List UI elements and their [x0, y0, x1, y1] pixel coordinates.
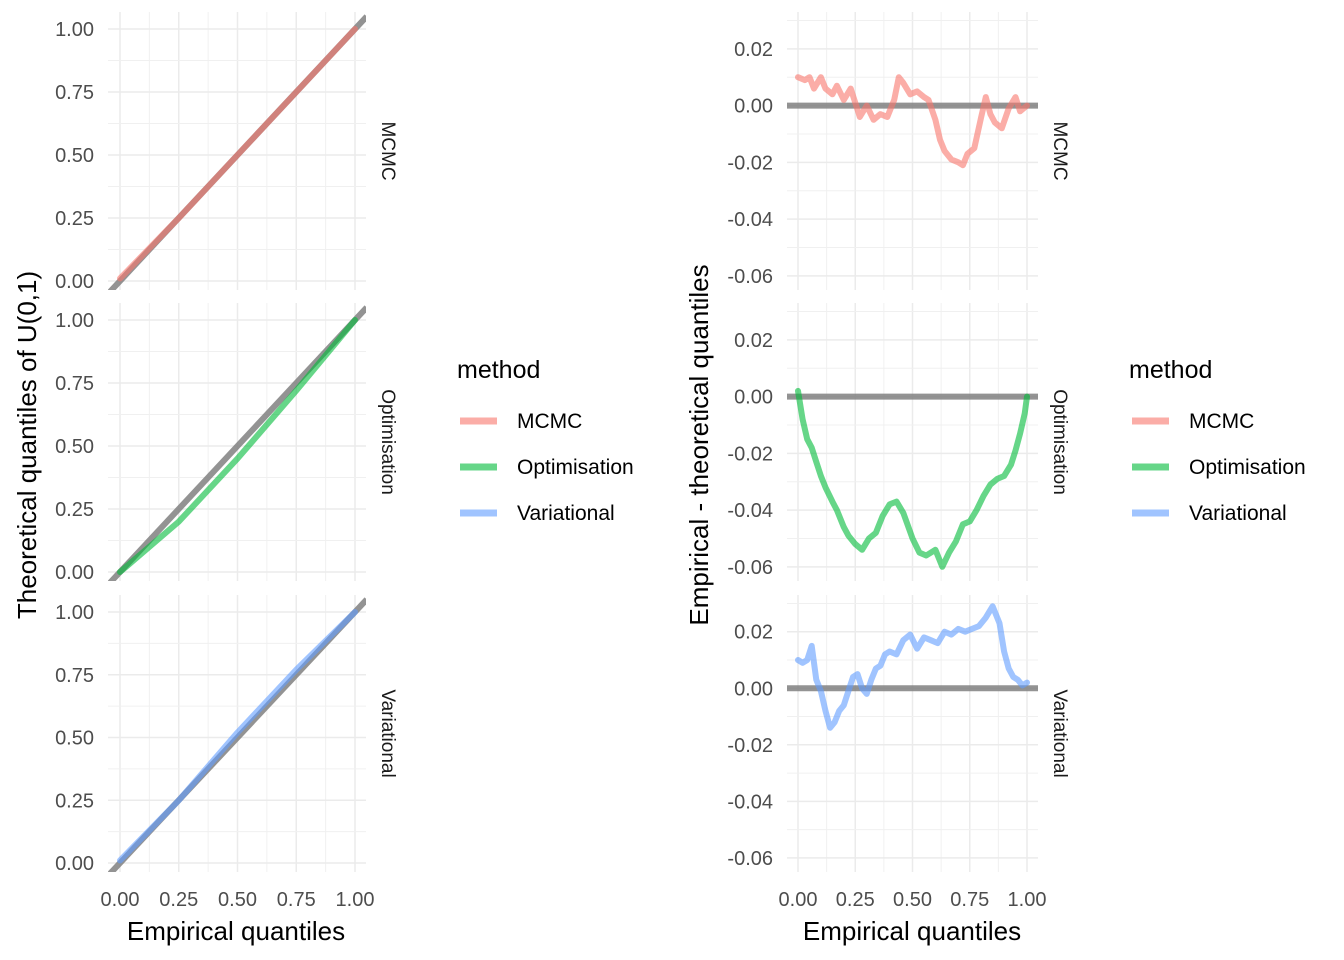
left-qq-plot: 0.00 0.25 0.50 0.75 1.00 MCMC 0.00 0.25 0.50 0.75…: [55, 12, 398, 911]
y-tick-label: 1.00: [55, 19, 94, 41]
right-panel-variational: -0.06 -0.04 -0.02 0.00 0.02 Variational 0.00 0.…: [727, 595, 1070, 911]
y-tick-label: 0.50: [55, 728, 94, 750]
series-line-variational: [795, 603, 1030, 731]
series-line-mcmc: [117, 26, 358, 282]
facet-strip-label-optimisation: Optimisation: [1049, 389, 1070, 495]
y-tick-label: -0.06: [727, 557, 773, 579]
y-tick-label: 0.02: [734, 330, 773, 352]
y-tick-label: 0.50: [55, 145, 94, 167]
left-grid-variational: [108, 595, 366, 872]
left-legend: method MCMC Optimisation Variational: [457, 356, 634, 525]
y-tick-label: -0.04: [727, 500, 773, 522]
series-line-optimisation: [795, 387, 1030, 570]
right-panel-optimisation: -0.06 -0.04 -0.02 0.00 0.02 Optimisation: [727, 303, 1070, 581]
left-grid-optimisation: [108, 303, 366, 581]
facet-strip-label-variational: Variational: [1049, 689, 1070, 777]
y-tick-label: 0.75: [55, 82, 94, 104]
y-tick-label: 0.75: [55, 665, 94, 687]
y-tick-label: 0.00: [55, 271, 94, 293]
y-tick-label: 0.00: [55, 562, 94, 584]
right-panel-mcmc: -0.06 -0.04 -0.02 0.00 0.02 MCMC: [727, 12, 1070, 290]
y-tick-label: 0.00: [734, 96, 773, 118]
y-tick-label: 0.00: [734, 678, 773, 700]
y-tick-label: 0.25: [55, 790, 94, 812]
left-legend-label-mcmc: MCMC: [517, 410, 582, 433]
left-legend-label-optimisation: Optimisation: [517, 456, 634, 479]
right-legend-title: method: [1129, 356, 1212, 384]
y-tick-label: -0.06: [727, 848, 773, 870]
y-tick-label: 0.02: [734, 39, 773, 61]
right-grid-mcmc: [787, 12, 1038, 290]
facet-strip-label-optimisation: Optimisation: [377, 389, 398, 495]
left-panel-variational: 0.00 0.25 0.50 0.75 1.00 Variational 0.00 0.25 0…: [55, 595, 398, 911]
y-tick-label: 0.25: [55, 208, 94, 230]
left-legend-label-variational: Variational: [517, 502, 615, 525]
x-tick-label: 1.00: [1008, 889, 1047, 911]
x-tick-label: 0.00: [101, 889, 140, 911]
y-tick-label: -0.02: [727, 735, 773, 757]
right-legend-label-optimisation: Optimisation: [1189, 456, 1306, 479]
right-legend-label-variational: Variational: [1189, 502, 1287, 525]
series-line-variational: [117, 609, 358, 864]
facet-strip-label-variational: Variational: [377, 689, 398, 777]
right-x-axis-label: Empirical quantiles: [803, 916, 1021, 946]
x-tick-label: 0.25: [836, 889, 875, 911]
x-tick-label: 0.50: [893, 889, 932, 911]
series-line-mcmc: [795, 74, 1030, 169]
right-legend: method MCMC Optimisation Variational: [1129, 356, 1306, 525]
left-legend-title: method: [457, 356, 540, 384]
facet-strip-label-mcmc: MCMC: [1049, 121, 1070, 180]
y-tick-label: 0.50: [55, 436, 94, 458]
x-tick-label: 0.00: [779, 889, 818, 911]
left-grid-mcmc: [108, 12, 366, 290]
right-difference-plot: -0.06-0.04-0.020.000.02MCMC-0.06-0.04-0.…: [727, 12, 1070, 911]
y-tick-label: 0.02: [734, 622, 773, 644]
right-legend-label-mcmc: MCMC: [1189, 410, 1254, 433]
left-y-axis-label: Theoretical quantiles of U(0,1): [12, 271, 42, 619]
x-tick-label: 0.25: [159, 889, 198, 911]
y-tick-label: -0.04: [727, 209, 773, 231]
x-tick-label: 1.00: [336, 889, 375, 911]
y-tick-label: 0.75: [55, 373, 94, 395]
y-tick-label: 0.00: [734, 387, 773, 409]
y-tick-label: -0.06: [727, 266, 773, 288]
x-tick-label: 0.75: [277, 889, 316, 911]
y-tick-label: -0.02: [727, 152, 773, 174]
x-tick-label: 0.50: [218, 889, 257, 911]
facet-strip-label-mcmc: MCMC: [377, 121, 398, 180]
y-tick-label: -0.04: [727, 791, 773, 813]
y-tick-label: 1.00: [55, 310, 94, 332]
y-tick-label: -0.02: [727, 443, 773, 465]
right-y-axis-label: Empirical - theoretical quantiles: [684, 264, 714, 625]
series-line-optimisation: [117, 317, 358, 575]
left-x-axis-label: Empirical quantiles: [127, 916, 345, 946]
y-tick-label: 0.00: [55, 853, 94, 875]
left-panel-optimisation: 0.00 0.25 0.50 0.75 1.00 Optimisation: [55, 303, 398, 584]
left-panel-mcmc: 0.00 0.25 0.50 0.75 1.00 MCMC: [55, 12, 398, 293]
x-tick-label: 0.75: [950, 889, 989, 911]
y-tick-label: 1.00: [55, 602, 94, 624]
y-tick-label: 0.25: [55, 499, 94, 521]
